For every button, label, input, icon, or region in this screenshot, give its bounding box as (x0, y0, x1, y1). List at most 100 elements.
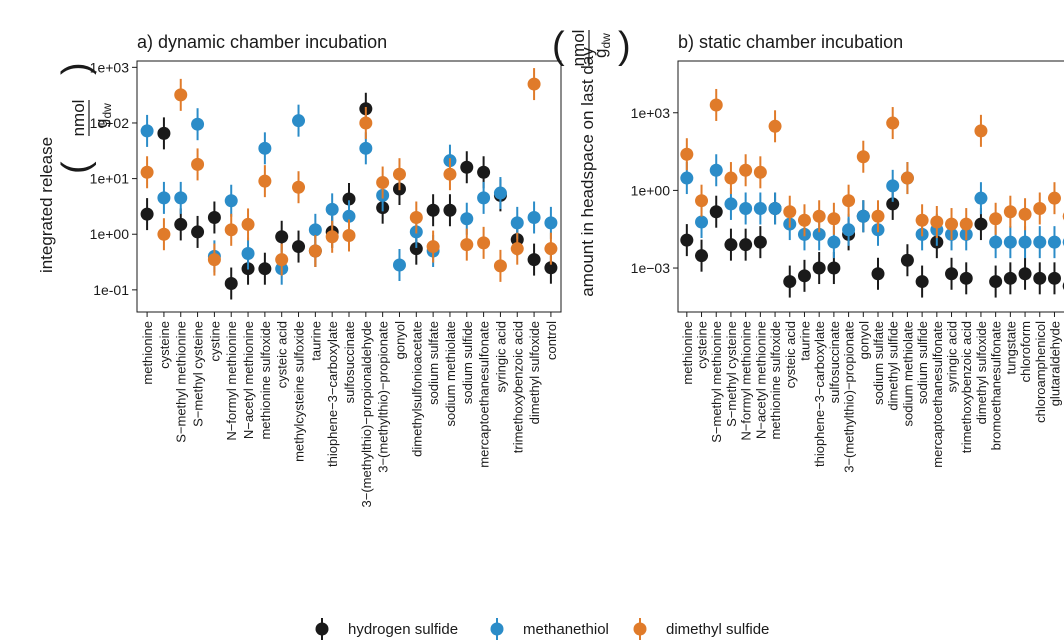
data-point (527, 210, 541, 224)
data-point (886, 179, 900, 193)
x-tick-label: N−acetyl methionine (241, 321, 256, 439)
data-point (544, 216, 558, 230)
panel-a-y-unit: ( ) nmol gdw (55, 62, 114, 174)
data-point (886, 197, 900, 211)
x-tick-label: thiophene−3−carboxylate (325, 321, 340, 467)
x-tick-label: syringic acid (945, 321, 960, 393)
x-tick-label: control (544, 321, 559, 360)
x-tick-label: bromoethanesulfonate (989, 321, 1004, 450)
y-tick-label: 1e+00 (631, 182, 671, 198)
y-tick-label: 1e−03 (631, 260, 671, 276)
data-point (325, 202, 339, 216)
data-point (409, 210, 423, 224)
data-point (460, 238, 474, 252)
x-tick-label: control (1062, 321, 1064, 360)
data-point (739, 201, 753, 215)
x-tick-label: S−methyl methionine (174, 321, 189, 443)
x-tick-label: taurine (797, 321, 812, 361)
x-tick-label: sodium sulfide (915, 321, 930, 404)
data-point (959, 271, 973, 285)
x-tick-label: syringic acid (493, 321, 508, 393)
data-point (709, 98, 723, 112)
panel-b-y-axis: 1e−03 1e+00 1e+03 (631, 105, 678, 276)
x-tick-label: cysteic acid (783, 321, 798, 388)
data-point (812, 261, 826, 275)
data-point (275, 253, 289, 267)
data-point (342, 209, 356, 223)
data-point (426, 240, 440, 254)
x-tick-label: dimethylsulfonioacetate (409, 321, 424, 457)
panel-a-marks (140, 68, 558, 300)
data-point (709, 163, 723, 177)
x-tick-label: 3−(methylthio)−propionate (376, 321, 391, 473)
data-point (753, 165, 767, 179)
legend-dot (633, 622, 647, 636)
data-point (812, 227, 826, 241)
data-point (871, 209, 885, 223)
data-point (292, 180, 306, 194)
unit-paren-left-b: ( (552, 25, 565, 67)
x-tick-label: cysteine (695, 321, 710, 369)
data-point (191, 117, 205, 131)
x-tick-label: chloroform (1018, 321, 1033, 382)
data-point (930, 215, 944, 229)
data-point (376, 176, 390, 190)
data-point (797, 269, 811, 283)
data-point (157, 126, 171, 140)
data-point (768, 119, 782, 133)
data-point (1003, 271, 1017, 285)
data-point (1047, 235, 1061, 249)
x-tick-label: trimethoxybenzoic acid (959, 321, 974, 453)
data-point (915, 213, 929, 227)
panel-b-x-axis: methionine cysteine S−methyl methionine S−m… (680, 312, 1064, 473)
data-point (959, 217, 973, 231)
data-point (915, 275, 929, 289)
legend-label: methanethiol (523, 621, 609, 638)
x-tick-label: methylcysteine sulfoxide (292, 321, 307, 462)
data-point (224, 277, 238, 291)
x-tick-label: methionine sulfoxide (258, 321, 273, 440)
data-point (1018, 235, 1032, 249)
data-point (1018, 207, 1032, 221)
x-tick-label: sodium methiolate (443, 321, 458, 427)
data-point (174, 217, 188, 231)
data-point (974, 124, 988, 138)
data-point (342, 192, 356, 206)
x-tick-label: mercaptoethanesulfonate (477, 321, 492, 468)
data-point (842, 223, 856, 237)
x-tick-label: N−acetyl methionine (753, 321, 768, 439)
data-point (856, 209, 870, 223)
y-tick-label: 1e+00 (90, 226, 130, 242)
x-tick-label: sodium sulfate (426, 321, 441, 405)
data-point (695, 215, 709, 229)
data-point (768, 201, 782, 215)
unit-paren-right-b: ) (618, 25, 631, 67)
x-tick-label: chloroamphenicol (1033, 321, 1048, 423)
data-point (342, 228, 356, 242)
data-point (191, 225, 205, 239)
x-tick-label: trimethoxybenzoic acid (510, 321, 525, 453)
data-point (258, 141, 272, 155)
data-point (157, 227, 171, 241)
data-point (989, 235, 1003, 249)
data-point (886, 116, 900, 130)
data-point (1018, 267, 1032, 281)
unit-paren-right: ) (55, 62, 97, 75)
data-point (900, 253, 914, 267)
data-point (241, 217, 255, 231)
data-point (308, 223, 322, 237)
data-point (325, 230, 339, 244)
y-tick-label: 1e+02 (90, 115, 130, 131)
data-point (1003, 235, 1017, 249)
data-point (510, 216, 524, 230)
data-point (258, 262, 272, 276)
x-tick-label: taurine (308, 321, 323, 361)
data-point (207, 253, 221, 267)
x-tick-label: dimethyl sulfoxide (527, 321, 542, 424)
x-tick-label: sodium sulfate (871, 321, 886, 405)
data-point (224, 194, 238, 208)
panel-b-y-label: amount in headspace on last day (578, 47, 597, 297)
x-tick-label: dimethyl sulfide (886, 321, 901, 411)
data-point (359, 116, 373, 130)
